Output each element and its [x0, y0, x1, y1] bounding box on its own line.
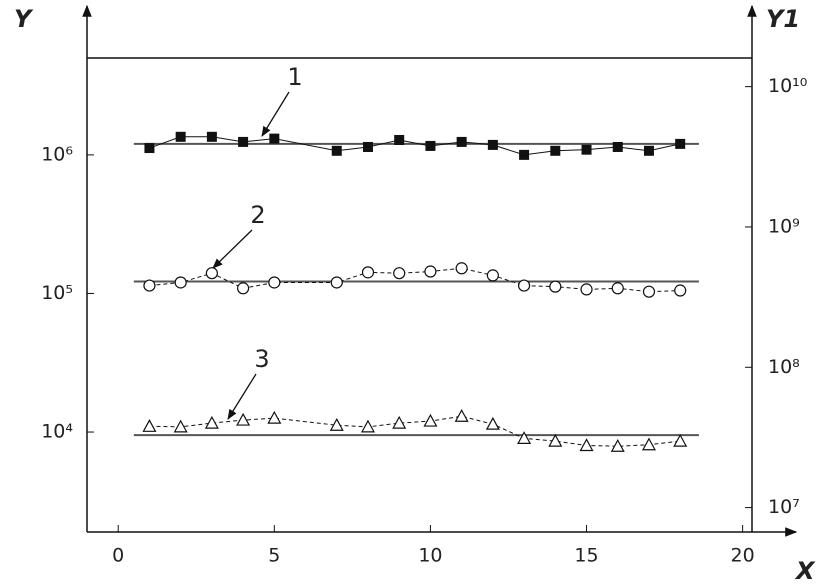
marker — [206, 131, 217, 142]
marker — [641, 437, 656, 451]
marker — [329, 417, 344, 431]
marker — [360, 419, 375, 433]
x-axis-title: X — [794, 557, 816, 585]
y2-tick-label: 10⁹ — [768, 215, 800, 237]
marker — [205, 267, 218, 280]
annotation-arrow — [227, 373, 257, 420]
marker — [425, 140, 436, 151]
y-tick-label: 10⁵ — [41, 282, 73, 304]
y2-tick-label: 10⁸ — [768, 356, 800, 378]
marker — [238, 136, 249, 147]
marker — [548, 433, 563, 447]
x-tick-label: 10 — [418, 545, 442, 567]
marker — [487, 139, 498, 150]
marker — [269, 133, 280, 144]
marker — [236, 412, 251, 426]
marker — [143, 279, 156, 292]
y-axis-title: Y — [14, 5, 34, 33]
marker — [454, 409, 469, 422]
marker — [175, 131, 186, 142]
marker — [673, 433, 688, 447]
marker — [519, 149, 530, 160]
marker — [517, 431, 532, 444]
marker — [486, 269, 499, 282]
y-tick-label: 10⁴ — [41, 421, 73, 443]
marker — [237, 282, 250, 295]
marker — [611, 282, 624, 295]
x-tick-label: 15 — [574, 545, 598, 567]
series-line — [149, 267, 681, 293]
marker — [642, 285, 656, 298]
marker — [174, 276, 187, 289]
y-tick-label: 10⁶ — [41, 143, 73, 165]
marker — [204, 415, 219, 429]
marker — [579, 438, 594, 452]
x-tick-label: 0 — [112, 545, 124, 567]
marker — [424, 265, 437, 278]
marker — [550, 145, 561, 156]
marker — [674, 284, 687, 297]
annotation-arrow — [261, 91, 290, 137]
y2-tick-label: 10¹⁰ — [768, 75, 807, 97]
marker — [361, 266, 375, 279]
marker — [331, 145, 342, 156]
annotation-arrow — [212, 229, 253, 269]
marker — [456, 136, 467, 147]
marker — [610, 438, 625, 452]
marker — [423, 413, 438, 427]
marker — [580, 283, 593, 296]
series-line — [149, 136, 681, 156]
annotation: 3 — [254, 345, 269, 373]
marker — [267, 410, 282, 424]
marker — [268, 276, 281, 289]
marker — [392, 415, 407, 429]
marker — [393, 267, 406, 280]
marker — [394, 135, 405, 146]
x-tick-label: 20 — [731, 545, 755, 567]
marker — [144, 143, 155, 154]
marker — [142, 419, 157, 432]
marker — [173, 419, 188, 433]
marker — [455, 262, 468, 275]
x-tick-label: 5 — [268, 545, 280, 567]
marker — [517, 279, 531, 292]
marker — [612, 141, 623, 152]
marker — [330, 276, 343, 289]
marker — [362, 141, 373, 152]
annotation: 2 — [250, 201, 265, 229]
marker — [643, 145, 654, 156]
y2-tick-label: 10⁷ — [768, 496, 800, 518]
series-line — [149, 415, 681, 447]
annotation: 1 — [287, 63, 302, 91]
y2-axis-title: Y1 — [766, 5, 800, 33]
marker — [485, 416, 500, 430]
marker — [549, 280, 562, 293]
marker — [581, 144, 592, 155]
marker — [675, 138, 686, 149]
